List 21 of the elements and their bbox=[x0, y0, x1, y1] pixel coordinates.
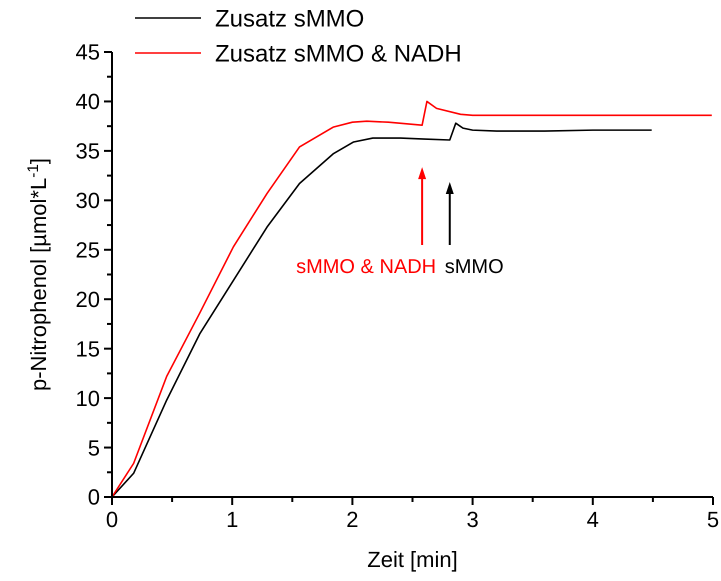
y-tick-label: 45 bbox=[76, 40, 100, 65]
x-tick-label: 1 bbox=[226, 507, 238, 532]
y-tick-label: 0 bbox=[88, 484, 100, 510]
legend-label: Zusatz sMMO bbox=[215, 5, 364, 32]
y-tick-label: 30 bbox=[76, 188, 100, 214]
x-tick-label: 4 bbox=[586, 507, 599, 532]
x-tick-label: 0 bbox=[106, 507, 118, 532]
y-tick-label: 40 bbox=[76, 89, 100, 114]
y-tick-label: 5 bbox=[88, 435, 100, 460]
y-tick-label: 35 bbox=[76, 138, 100, 164]
annotation: sMMO & NADH bbox=[296, 256, 436, 278]
annotation: sMMO bbox=[444, 256, 504, 278]
x-tick-label: 5 bbox=[706, 507, 720, 532]
y-tick-label: 25 bbox=[76, 237, 100, 262]
x-tick-label: 2 bbox=[346, 507, 359, 532]
x-axis-title: Zeit [min] bbox=[367, 547, 458, 572]
x-tick-label: 3 bbox=[466, 507, 479, 532]
y-tick-label: 10 bbox=[76, 386, 100, 411]
legend-label: Zusatz sMMO & NADH bbox=[215, 40, 462, 68]
y-tick-label: 20 bbox=[76, 286, 100, 312]
y-tick-label: 15 bbox=[76, 336, 100, 362]
